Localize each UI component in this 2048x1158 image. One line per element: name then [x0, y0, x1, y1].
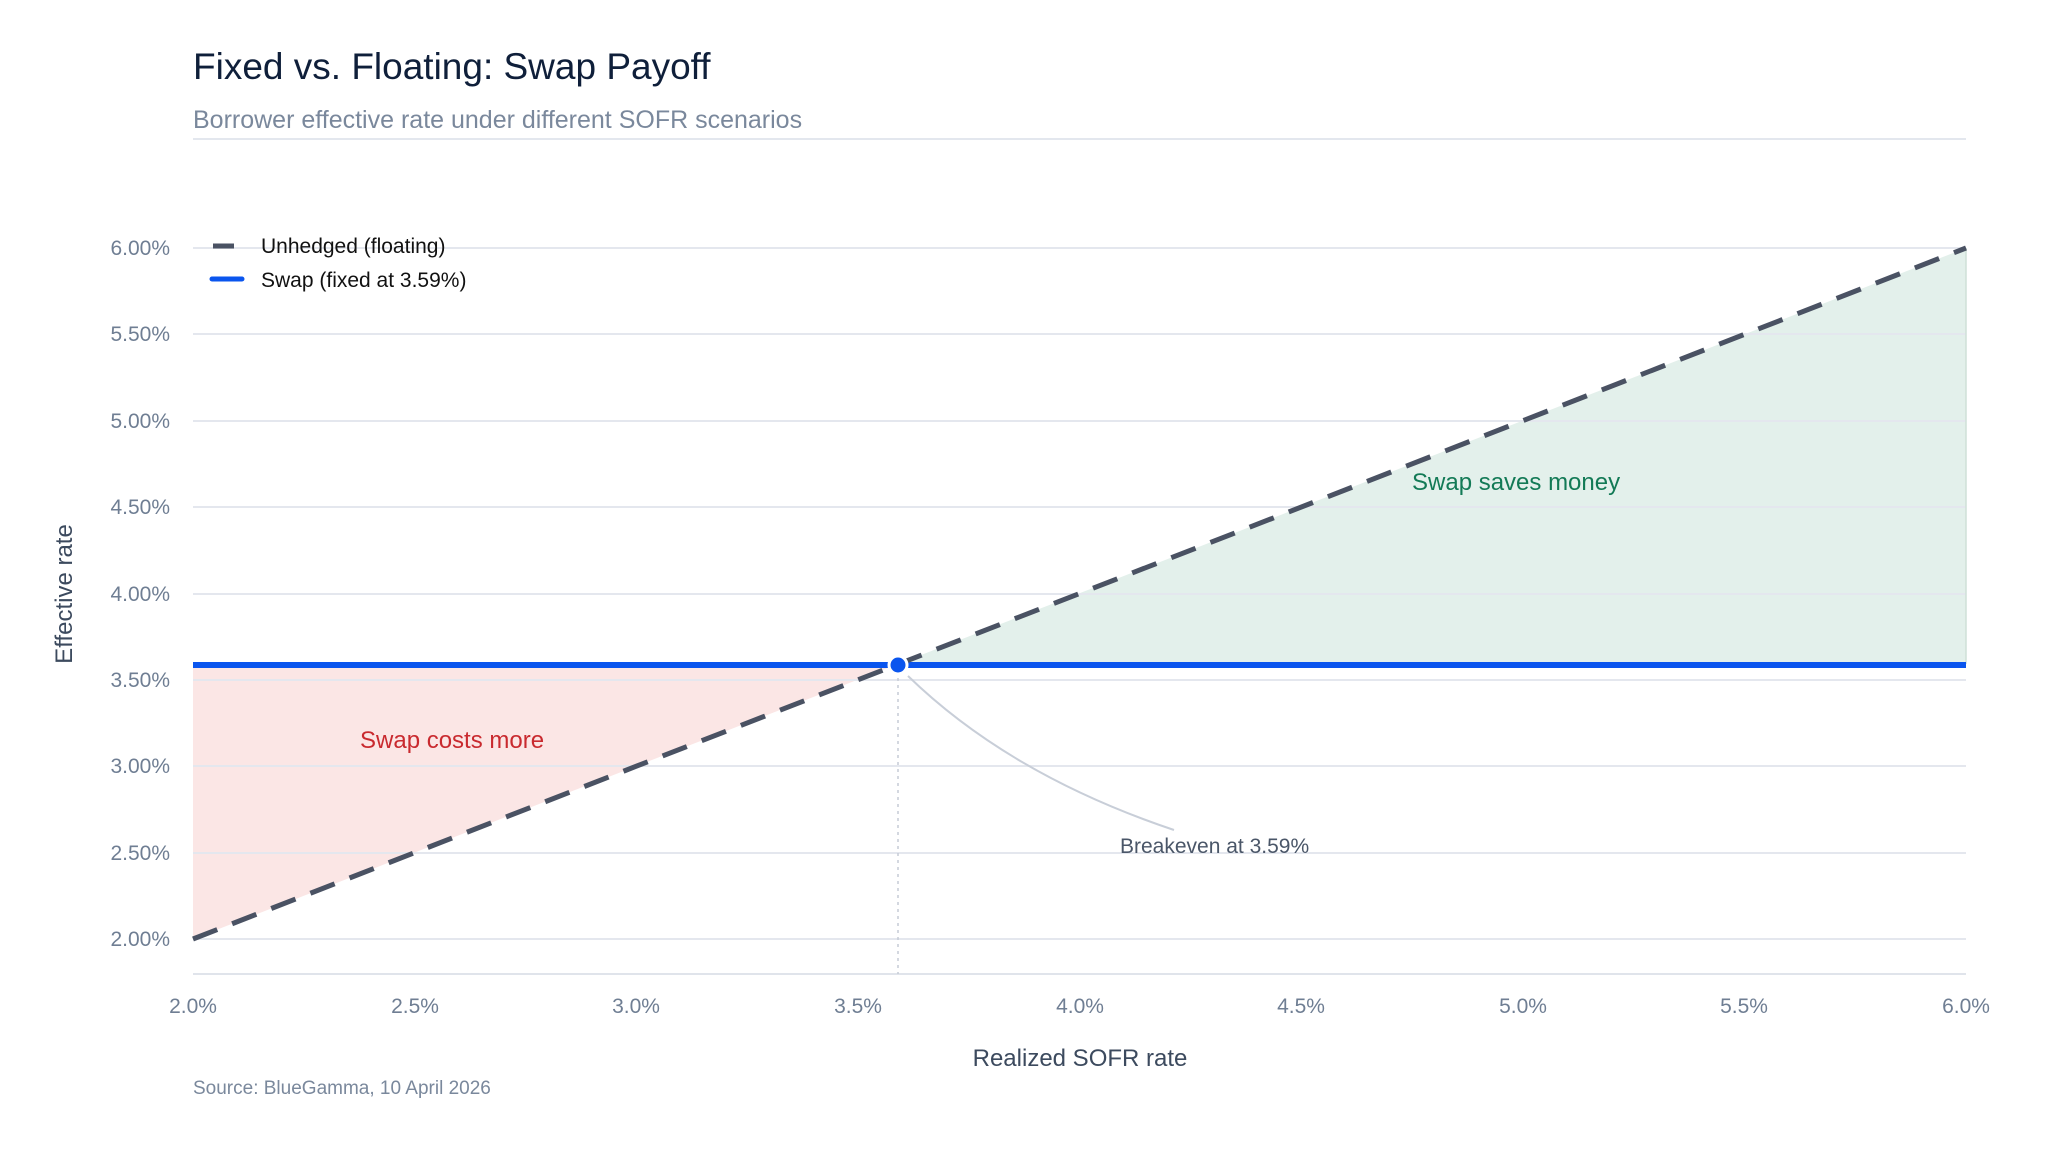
breakeven-annotation-connector	[907, 675, 1175, 831]
legend-item-unhedged[interactable]: Unhedged (floating)	[213, 235, 445, 258]
saves-money-label: Swap saves money	[1412, 469, 1620, 496]
legend-label-unhedged: Unhedged (floating)	[261, 235, 445, 258]
chart-subtitle: Borrower effective rate under different …	[193, 106, 803, 134]
x-tick: 4.5%	[1277, 995, 1325, 1018]
x-axis-ticks: 2.0% 2.5% 3.0% 3.5% 4.0% 4.5% 5.0% 5.5% …	[169, 995, 1990, 1018]
y-tick: 5.50%	[110, 323, 170, 346]
y-gridlines	[193, 247, 1966, 940]
y-tick: 5.00%	[110, 410, 170, 433]
legend-label-swap: Swap (fixed at 3.59%)	[261, 269, 466, 292]
y-tick: 3.50%	[110, 669, 170, 692]
y-tick: 4.00%	[110, 583, 170, 606]
x-axis-title: Realized SOFR rate	[973, 1045, 1188, 1072]
legend: Unhedged (floating) Swap (fixed at 3.59%…	[209, 235, 466, 292]
x-tick: 3.0%	[612, 995, 660, 1018]
chart-title: Fixed vs. Floating: Swap Payoff	[193, 46, 711, 87]
source-note: Source: BlueGamma, 10 April 2026	[193, 1078, 491, 1099]
breakeven-marker[interactable]	[887, 654, 909, 676]
breakeven-label: Breakeven at 3.59%	[1120, 835, 1309, 858]
unhedged-floating-line	[192, 245, 1967, 942]
y-tick: 4.50%	[110, 496, 170, 519]
x-tick: 5.5%	[1720, 995, 1768, 1018]
y-axis-ticks: 2.00% 2.50% 3.00% 3.50% 4.00% 4.50% 5.00…	[110, 237, 170, 951]
x-tick: 6.0%	[1942, 995, 1990, 1018]
x-tick: 4.0%	[1056, 995, 1104, 1018]
header-divider	[193, 138, 1966, 140]
y-tick: 3.00%	[110, 755, 170, 778]
costs-more-label: Swap costs more	[360, 727, 544, 754]
x-tick: 3.5%	[834, 995, 882, 1018]
y-tick: 2.00%	[110, 928, 170, 951]
y-axis-title: Effective rate	[51, 524, 78, 664]
y-tick: 6.00%	[110, 237, 170, 260]
y-tick: 2.50%	[110, 842, 170, 865]
x-tick: 2.5%	[391, 995, 439, 1018]
legend-item-swap[interactable]: Swap (fixed at 3.59%)	[209, 269, 466, 292]
x-tick: 2.0%	[169, 995, 217, 1018]
x-tick: 5.0%	[1499, 995, 1547, 1018]
